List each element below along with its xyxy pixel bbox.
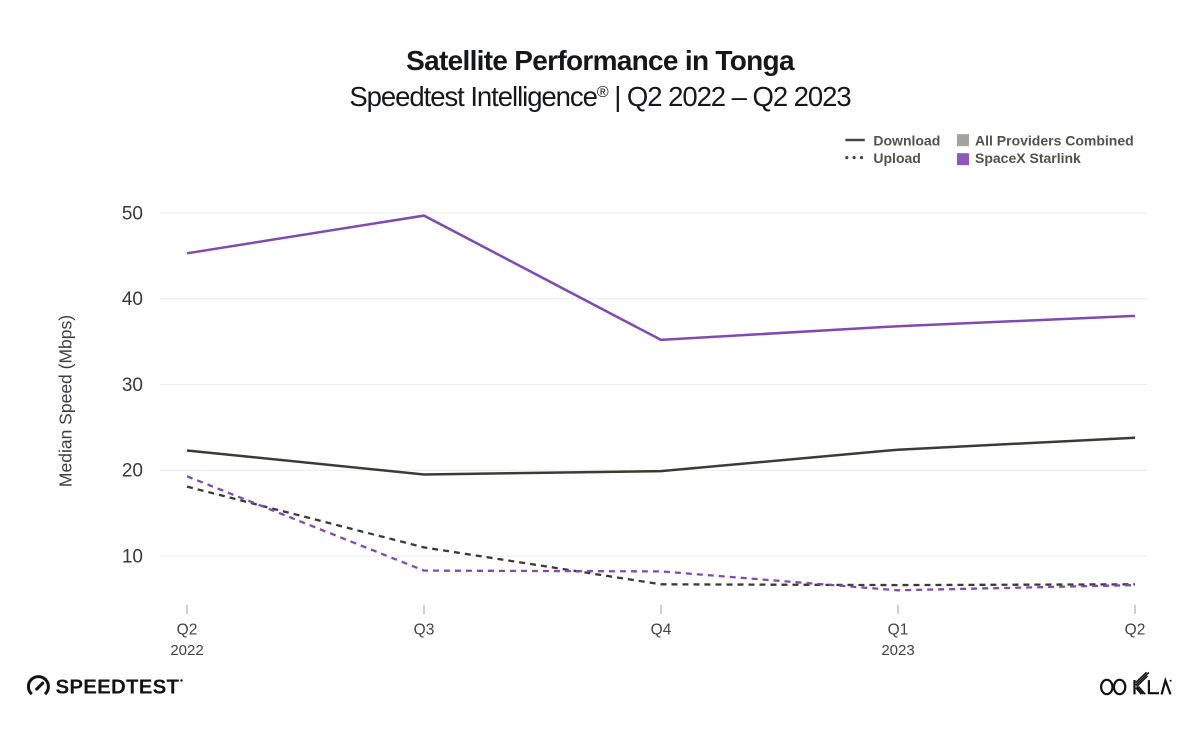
svg-text:Q3: Q3: [414, 622, 435, 639]
svg-text:Q2: Q2: [177, 622, 198, 639]
svg-text:10: 10: [122, 547, 143, 568]
svg-text:Median Speed (Mbps): Median Speed (Mbps): [56, 315, 76, 487]
svg-text:Q4: Q4: [651, 622, 672, 639]
svg-text:2022: 2022: [170, 642, 203, 659]
svg-text:40: 40: [122, 289, 143, 310]
svg-text:SpaceX Starlink: SpaceX Starlink: [975, 150, 1081, 166]
svg-text:Q1: Q1: [888, 622, 909, 639]
svg-text:SPEEDTEST: SPEEDTEST: [56, 676, 180, 699]
svg-text:Satellite Performance in Tonga: Satellite Performance in Tonga: [406, 45, 795, 76]
svg-text:Upload: Upload: [873, 150, 920, 166]
svg-text:Speedtest Intelligence® | Q2 2: Speedtest Intelligence® | Q2 2022 – Q2 2…: [349, 81, 851, 112]
svg-text:All Providers Combined: All Providers Combined: [975, 132, 1134, 148]
svg-text:Download: Download: [873, 132, 940, 148]
svg-text:20: 20: [122, 461, 143, 482]
svg-text:Q2: Q2: [1125, 622, 1146, 639]
svg-text:50: 50: [122, 204, 143, 225]
svg-text:30: 30: [122, 375, 143, 396]
svg-text:2023: 2023: [881, 642, 914, 659]
